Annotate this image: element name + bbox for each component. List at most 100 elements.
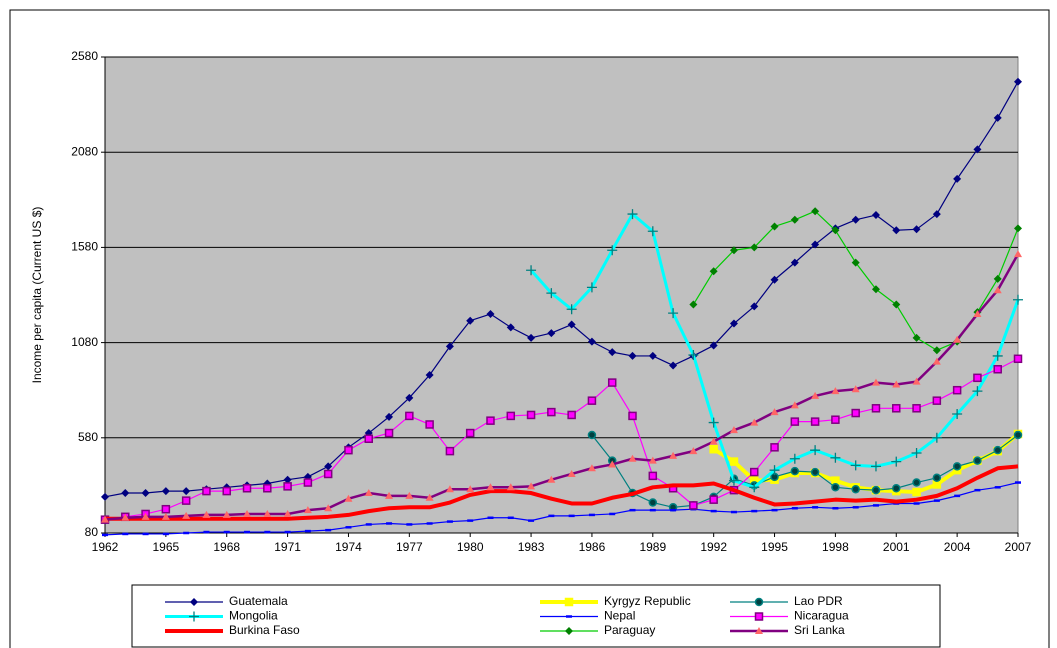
plot-area — [104, 56, 1019, 534]
x-tick-label: 1983 — [518, 540, 545, 554]
x-tick-label: 1998 — [822, 540, 849, 554]
marker — [932, 346, 941, 355]
marker — [263, 509, 272, 517]
marker — [182, 511, 191, 519]
marker — [912, 487, 921, 497]
marker — [202, 486, 211, 496]
marker — [547, 475, 556, 483]
marker — [486, 310, 495, 319]
marker — [1013, 294, 1023, 305]
marker — [189, 611, 199, 622]
x-tick-label: 1989 — [639, 540, 666, 554]
marker — [506, 323, 515, 332]
marker — [445, 485, 454, 493]
marker — [283, 482, 292, 491]
marker — [222, 510, 231, 518]
marker — [405, 393, 414, 402]
marker — [364, 434, 374, 444]
marker — [486, 483, 495, 491]
marker — [182, 487, 191, 496]
marker — [445, 342, 454, 351]
marker — [892, 300, 901, 309]
marker — [790, 215, 799, 224]
marker — [754, 612, 764, 621]
marker — [608, 460, 617, 468]
marker — [770, 408, 779, 416]
marker — [729, 457, 739, 466]
legend-item: Mongolia — [165, 609, 278, 623]
marker — [669, 361, 678, 370]
marker — [973, 310, 982, 318]
marker — [750, 418, 759, 426]
x-tick-label: 2007 — [1005, 540, 1032, 554]
marker — [567, 469, 576, 477]
marker — [648, 498, 658, 507]
marker — [1013, 354, 1023, 364]
marker — [911, 448, 922, 459]
marker — [385, 491, 394, 499]
marker — [445, 446, 455, 456]
marker — [790, 258, 799, 267]
x-tick-label: 1971 — [274, 540, 301, 554]
marker — [953, 335, 962, 343]
marker — [101, 515, 109, 523]
marker — [607, 245, 618, 256]
series-line — [104, 358, 1019, 521]
marker — [993, 365, 1002, 374]
marker — [892, 404, 901, 413]
marker — [892, 380, 901, 388]
marker — [973, 456, 982, 465]
marker — [811, 391, 820, 399]
marker — [647, 226, 658, 237]
marker — [486, 416, 495, 425]
marker — [161, 487, 170, 496]
legend-label: Nepal — [604, 609, 635, 623]
marker — [851, 258, 860, 267]
marker — [466, 485, 475, 493]
legend-label: Guatemala — [229, 594, 288, 608]
y-axis-label: Income per capita (Current US $) — [30, 207, 44, 384]
marker — [689, 501, 698, 510]
marker — [810, 467, 820, 477]
marker — [709, 444, 718, 454]
marker — [871, 378, 880, 386]
marker — [628, 411, 637, 421]
marker — [283, 475, 292, 484]
marker — [466, 316, 475, 325]
marker — [972, 386, 983, 397]
marker — [811, 207, 820, 216]
marker — [871, 404, 881, 413]
marker — [628, 454, 637, 462]
marker — [769, 465, 780, 476]
x-tick-label: 1995 — [761, 540, 788, 554]
legend-label: Sri Lanka — [794, 623, 845, 637]
marker — [669, 451, 678, 459]
marker — [565, 627, 573, 635]
marker — [405, 491, 414, 499]
marker — [141, 512, 150, 520]
marker — [608, 348, 617, 357]
marker — [385, 412, 394, 421]
marker — [912, 333, 921, 342]
marker — [1014, 77, 1022, 86]
marker — [607, 378, 617, 387]
x-tick-label: 1974 — [335, 540, 362, 554]
marker — [1014, 250, 1022, 258]
y-tick-label: 80 — [85, 525, 99, 539]
marker — [586, 282, 597, 293]
marker — [729, 426, 738, 434]
marker — [993, 274, 1002, 283]
marker — [952, 462, 962, 471]
marker — [993, 445, 1002, 455]
marker — [648, 471, 658, 481]
marker — [587, 430, 597, 440]
marker — [993, 113, 1002, 122]
marker — [892, 226, 901, 235]
marker — [891, 456, 902, 467]
marker — [749, 482, 760, 493]
marker — [161, 504, 171, 514]
marker — [750, 243, 759, 252]
marker — [850, 460, 861, 471]
y-tick-label: 1080 — [71, 335, 98, 349]
